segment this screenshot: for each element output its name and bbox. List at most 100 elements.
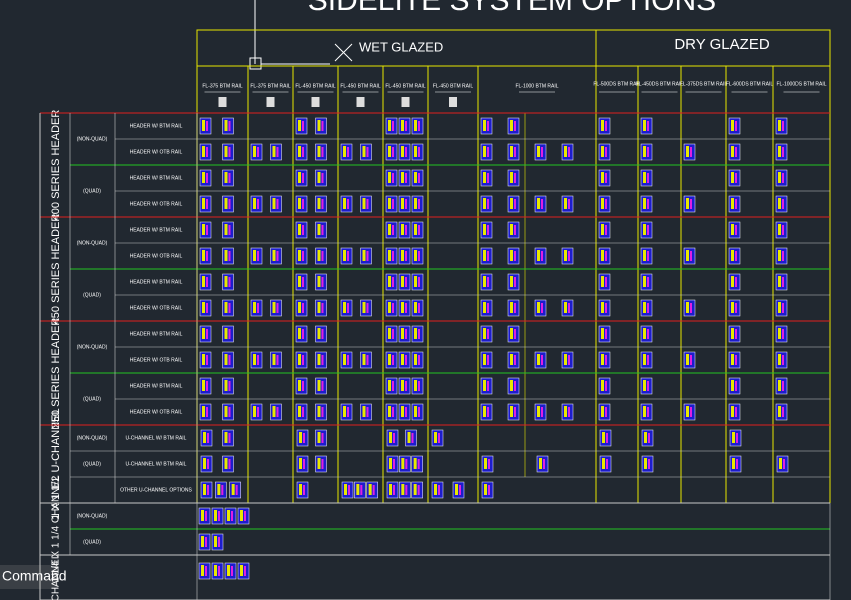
detail-icon <box>272 302 276 313</box>
detail-icon <box>405 277 407 287</box>
detail-icon <box>222 429 234 447</box>
detail-icon <box>257 407 259 417</box>
detail-icon <box>405 121 407 131</box>
detail-icon <box>385 247 398 265</box>
detail-icon <box>728 143 741 161</box>
detail-icon <box>315 273 327 291</box>
detail-icon <box>510 328 513 339</box>
detail-icon <box>302 277 304 287</box>
detail-icon <box>683 403 696 421</box>
detail-icon <box>317 276 321 287</box>
detail-icon <box>483 328 486 339</box>
detail-icon <box>534 299 547 317</box>
detail-icon <box>782 173 784 183</box>
detail-icon <box>231 511 233 521</box>
detail-icon <box>257 303 259 313</box>
detail-icon <box>561 299 574 317</box>
detail-icon <box>537 198 540 209</box>
detail-icon <box>648 459 650 469</box>
detail-icon <box>598 299 611 317</box>
group-label: 1 1/4 X 1 1/4 CHANNEL <box>51 475 62 583</box>
detail-icon <box>417 459 420 469</box>
detail-icon <box>782 251 784 261</box>
detail-icon <box>205 537 207 547</box>
detail-icon <box>201 536 204 547</box>
detail-icon <box>483 302 486 313</box>
detail-icon <box>222 273 234 291</box>
detail-icon <box>778 172 781 183</box>
detail-icon <box>231 484 235 495</box>
detail-icon <box>405 459 408 469</box>
detail-icon <box>392 199 394 209</box>
detail-icon <box>224 354 228 365</box>
detail-icon <box>782 199 784 209</box>
detail-icon <box>690 303 692 313</box>
detail-icon <box>647 381 649 391</box>
detail-icon <box>413 484 417 495</box>
detail-icon <box>366 355 369 365</box>
detail-icon <box>299 432 302 443</box>
detail-icon <box>690 407 692 417</box>
detail-icon <box>302 121 304 131</box>
detail-icon <box>647 121 649 131</box>
detail-icon <box>487 147 489 157</box>
detail-icon <box>782 407 784 417</box>
detail-icon <box>228 173 231 183</box>
detail-icon <box>598 247 611 265</box>
detail-icon <box>231 566 233 576</box>
detail-icon <box>418 225 420 235</box>
detail-icon <box>778 380 781 391</box>
detail-icon <box>775 377 788 395</box>
detail-icon <box>228 147 231 157</box>
detail-icon <box>690 251 692 261</box>
detail-icon <box>640 403 653 421</box>
detail-icon <box>537 406 540 417</box>
detail-icon <box>276 355 279 365</box>
detail-icon <box>199 221 212 239</box>
detail-icon <box>568 147 570 157</box>
detail-icon <box>731 380 734 391</box>
command-box[interactable] <box>0 565 58 589</box>
detail-icon <box>418 355 420 365</box>
column-header: FL-600DS BTM RAIL <box>726 81 773 87</box>
detail-icon <box>732 458 735 469</box>
command-line[interactable]: Command <box>2 568 67 584</box>
subgroup-label: (NON-QUAD) <box>77 136 108 142</box>
detail-icon <box>483 276 486 287</box>
detail-icon <box>385 143 398 161</box>
detail-icon <box>735 147 737 157</box>
detail-icon <box>228 407 231 417</box>
detail-icon <box>401 276 404 287</box>
detail-icon <box>398 117 411 135</box>
detail-icon <box>302 199 304 209</box>
detail-icon <box>683 195 696 213</box>
column-header: FL-450 BTM RAIL <box>385 83 426 89</box>
detail-icon <box>418 121 420 131</box>
row-label: HEADER W/ BTM RAIL <box>130 383 183 389</box>
detail-icon <box>211 507 224 525</box>
detail-icon <box>392 225 394 235</box>
detail-icon <box>221 485 224 495</box>
detail-icon <box>514 225 516 235</box>
detail-icon <box>398 221 411 239</box>
detail-icon <box>315 247 327 265</box>
detail-icon <box>276 199 279 209</box>
detail-icon <box>643 172 646 183</box>
detail-icon <box>418 251 420 261</box>
detail-icon <box>317 224 321 235</box>
detail-icon <box>347 199 349 209</box>
detail-icon <box>605 225 607 235</box>
detail-icon <box>321 173 324 183</box>
detail-icon <box>296 429 309 447</box>
detail-icon <box>778 302 781 313</box>
detail-icon <box>343 198 346 209</box>
detail-icon <box>202 250 205 261</box>
column-header: FL-500DS BTM RAIL <box>593 81 640 87</box>
detail-icon <box>385 403 398 421</box>
detail-icon <box>487 303 489 313</box>
subgroup-label: (QUAD) <box>83 396 101 402</box>
detail-icon <box>392 251 394 261</box>
detail-icon <box>601 328 604 339</box>
detail-icon <box>606 459 608 469</box>
group-label: 450 SERIES HEADER <box>50 214 62 325</box>
